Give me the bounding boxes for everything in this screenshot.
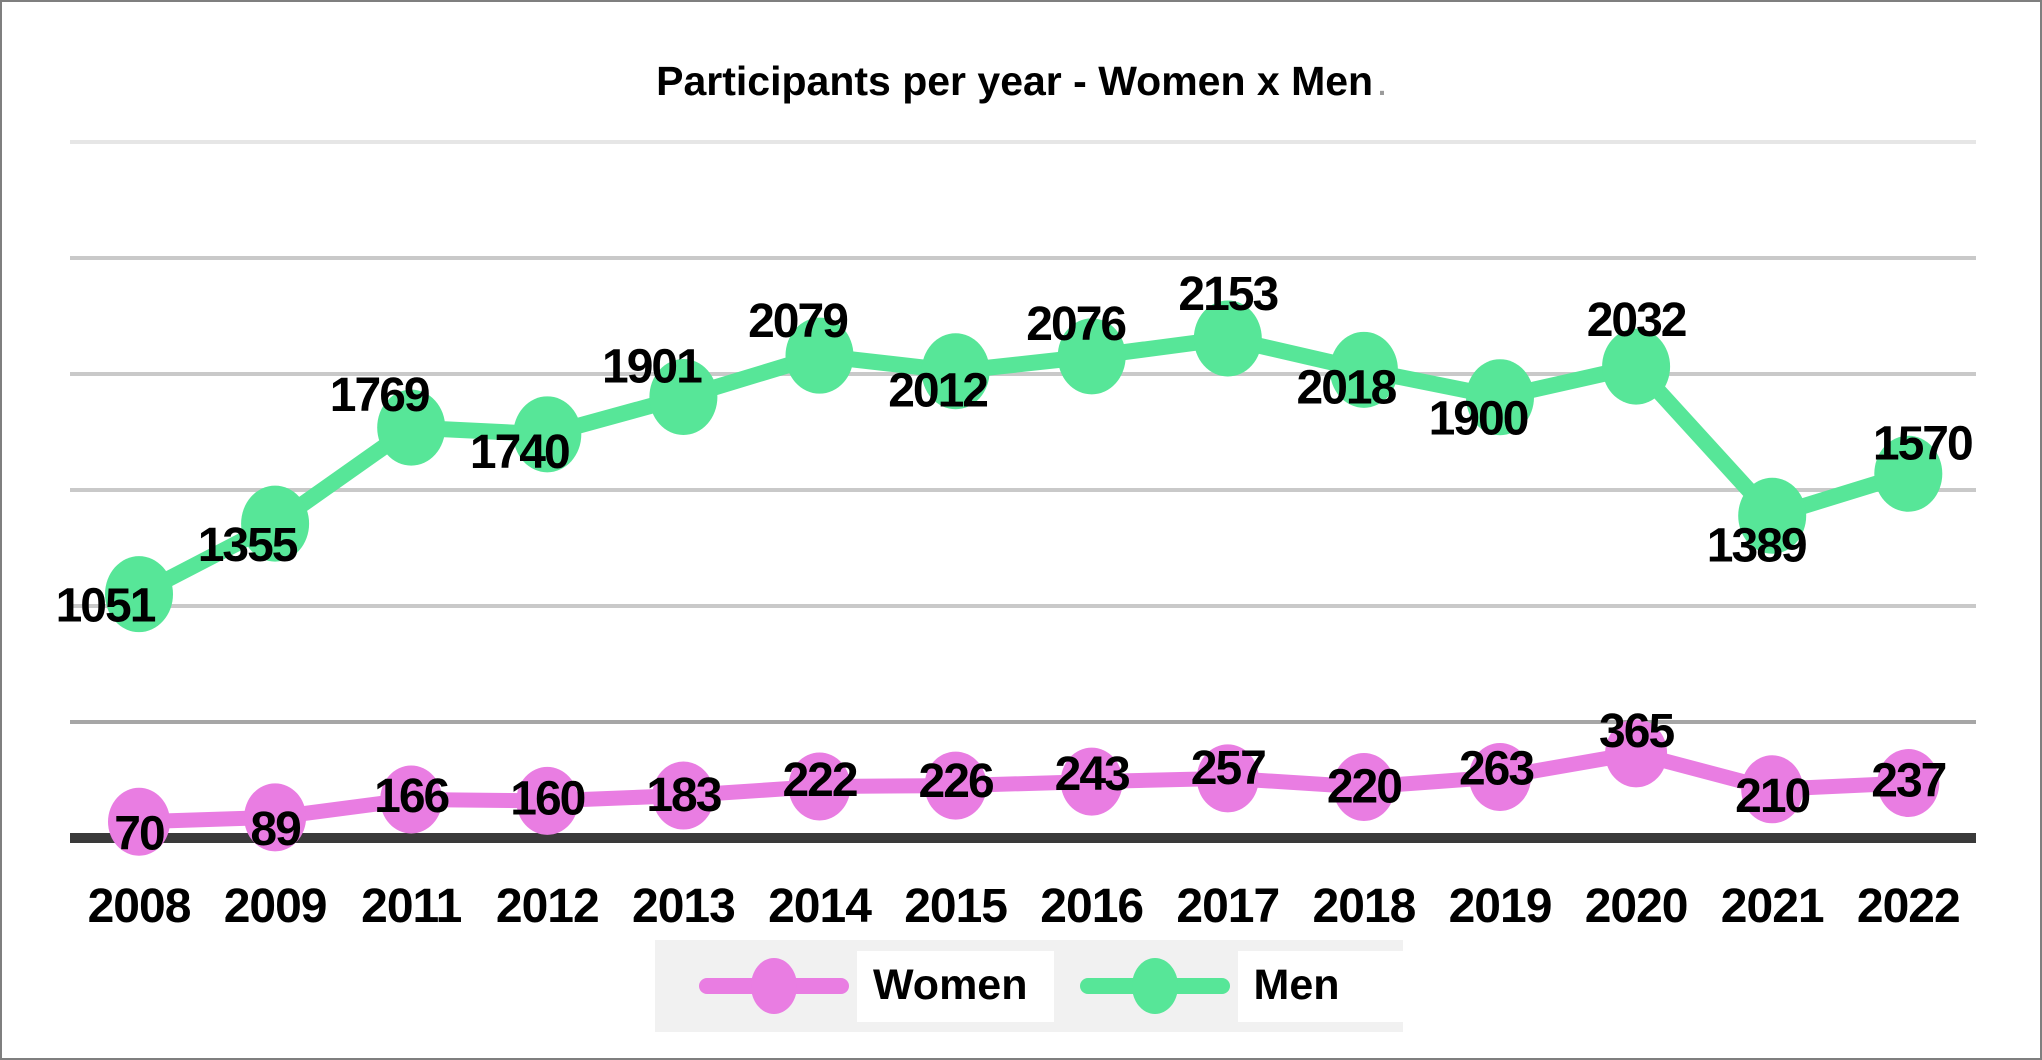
men-data-point — [649, 358, 718, 435]
men-data-point — [377, 389, 446, 466]
women-data-point — [380, 765, 443, 834]
men-data-point — [1466, 359, 1534, 436]
men-data-point — [241, 485, 310, 562]
x-axis-label-2009: 2009 — [224, 880, 327, 933]
women-data-point — [1332, 752, 1395, 821]
women-data-point — [516, 766, 579, 835]
legend-label-women: Women — [857, 950, 1054, 1022]
x-axis-label-2014: 2014 — [768, 880, 872, 933]
men-data-point — [1602, 328, 1671, 405]
women-data-label: 222 — [782, 754, 856, 807]
men-data-point — [1874, 435, 1943, 512]
x-axis-label-2015: 2015 — [904, 880, 1007, 933]
men-data-point — [1738, 477, 1807, 554]
x-axis-label-2012: 2012 — [496, 880, 599, 933]
men-data-point — [105, 556, 173, 633]
women-data-point — [788, 752, 851, 821]
x-axis-label-2016: 2016 — [1040, 880, 1143, 933]
men-data-point — [1329, 331, 1398, 408]
chart-title: Participants per year - Women x Men. — [2, 58, 2040, 105]
men-data-label: 2079 — [748, 295, 847, 348]
legend-label-men: Men — [1237, 950, 1460, 1022]
women-data-label: 70 — [114, 807, 164, 860]
x-axis-label-2017: 2017 — [1176, 880, 1279, 933]
women-data-label: 243 — [1055, 748, 1129, 801]
x-axis-label-2021: 2021 — [1721, 880, 1824, 933]
x-axis-label-2022: 2022 — [1857, 880, 1960, 933]
women-data-point — [108, 787, 170, 856]
women-data-label: 365 — [1599, 705, 1674, 758]
women-data-point — [1877, 749, 1940, 818]
men-data-point — [1193, 300, 1262, 377]
women-data-point — [652, 761, 715, 830]
women-data-label: 263 — [1459, 742, 1533, 795]
men-data-point — [1057, 318, 1126, 395]
women-data-label: 183 — [646, 769, 720, 822]
women-data-label: 210 — [1735, 770, 1809, 823]
men-data-label: 2012 — [888, 365, 987, 418]
women-data-label: 257 — [1191, 742, 1265, 795]
women-data-label: 226 — [919, 755, 993, 808]
women-data-point — [244, 783, 307, 852]
x-axis-label-2008: 2008 — [88, 880, 191, 933]
women-data-point — [1605, 719, 1668, 788]
men-data-label: 1389 — [1707, 519, 1806, 572]
women-data-point — [1469, 742, 1531, 811]
men-data-label: 1901 — [602, 340, 702, 393]
men-data-point — [513, 396, 582, 473]
men-data-label: 1769 — [330, 369, 429, 422]
x-axis-label-2013: 2013 — [632, 880, 735, 933]
men-data-label: 2032 — [1587, 294, 1686, 347]
women-series-marker-icon — [699, 955, 849, 1017]
women-data-point — [924, 751, 987, 820]
women-data-label: 166 — [374, 770, 448, 823]
women-data-label: 237 — [1871, 755, 1945, 808]
x-axis-label-2011: 2011 — [361, 880, 461, 933]
x-axis-label-2018: 2018 — [1313, 880, 1416, 933]
chart-legend: Women Men — [655, 940, 1460, 1032]
men-data-label: 1051 — [56, 580, 156, 633]
x-axis-label-2019: 2019 — [1449, 880, 1552, 933]
men-data-label: 2153 — [1178, 268, 1277, 321]
x-axis-label-2020: 2020 — [1585, 880, 1688, 933]
men-data-label: 1900 — [1429, 393, 1528, 446]
legend-item-women: Women — [699, 950, 1054, 1022]
men-data-point — [785, 317, 854, 394]
men-data-label: 1740 — [470, 426, 569, 479]
men-data-point — [921, 333, 990, 410]
men-data-label: 1355 — [198, 519, 298, 572]
title-trailing-dot: . — [1378, 70, 1386, 101]
men-data-label: 1570 — [1873, 417, 1972, 470]
women-data-point — [1060, 747, 1123, 816]
women-data-label: 160 — [510, 772, 584, 825]
women-data-point — [1196, 744, 1259, 813]
legend-item-men: Men — [1079, 950, 1460, 1022]
women-data-label: 89 — [250, 803, 300, 856]
men-data-label: 2076 — [1026, 298, 1125, 351]
women-data-label: 220 — [1327, 760, 1401, 813]
women-data-point — [1741, 755, 1804, 824]
men-data-label: 2018 — [1297, 361, 1397, 414]
chart-title-text: Participants per year - Women x Men — [656, 58, 1374, 104]
men-series-marker-icon — [1079, 955, 1230, 1017]
